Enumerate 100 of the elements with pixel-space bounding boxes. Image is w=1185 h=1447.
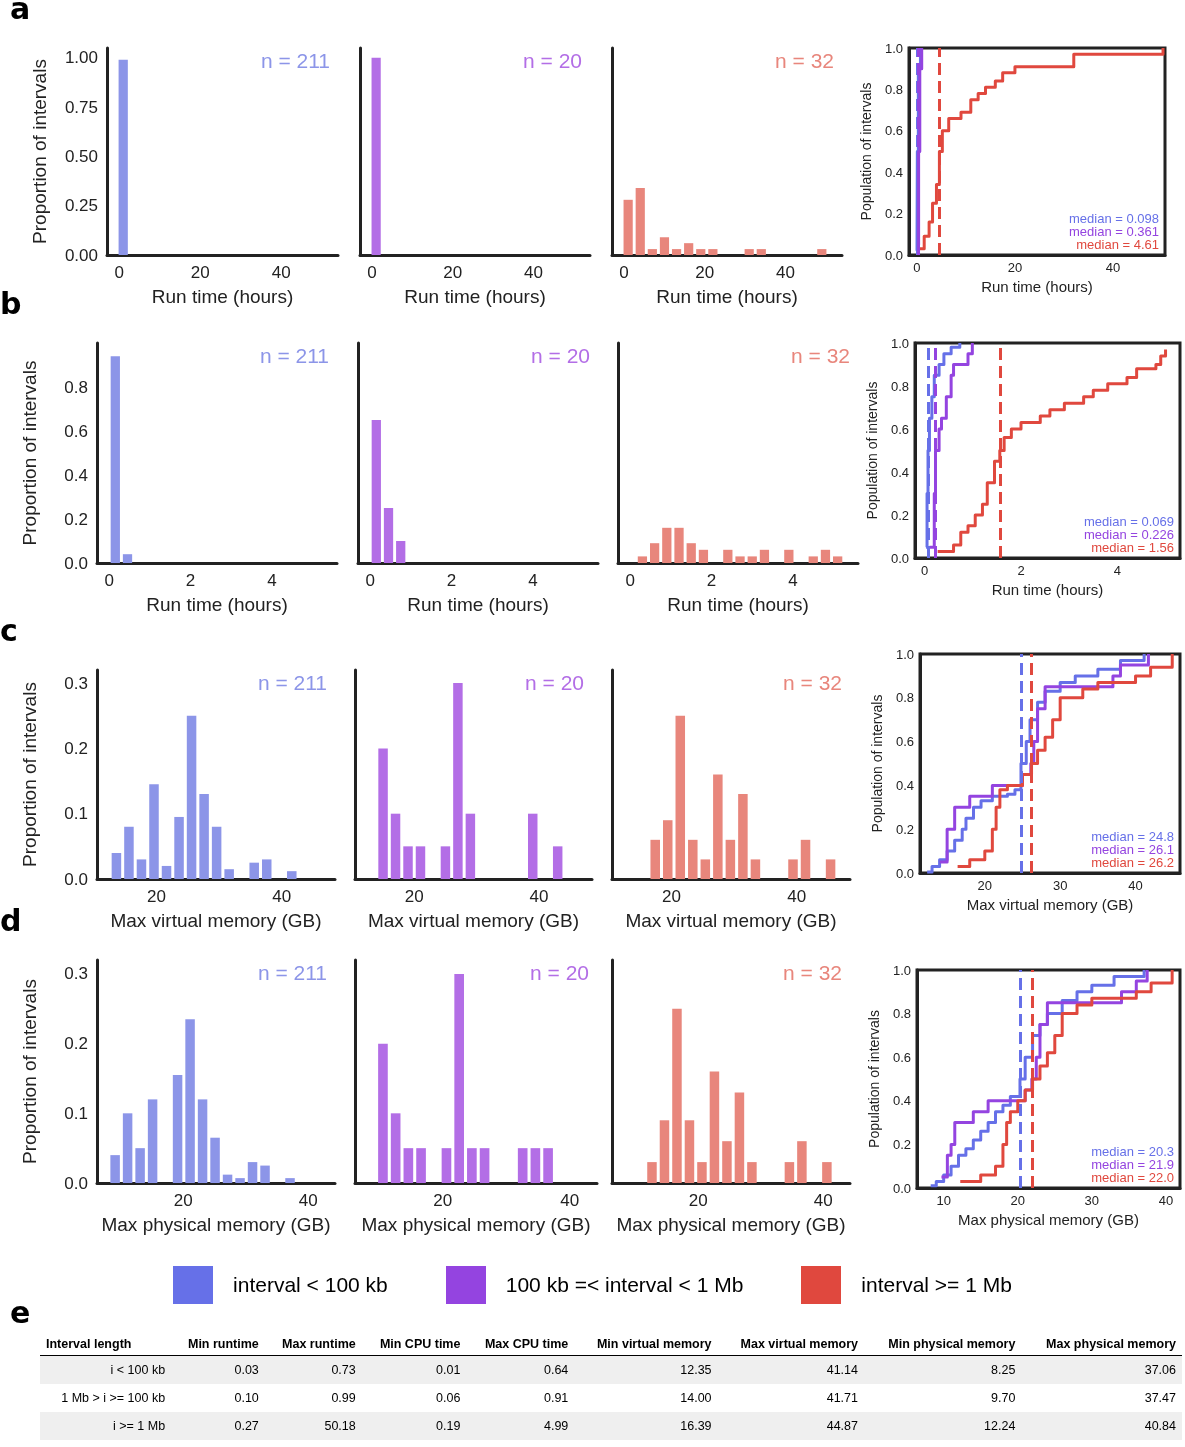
y-tick-label: 0.6 [890, 421, 909, 437]
x-tick-label: 20 [1010, 1193, 1025, 1208]
category-label: Min CPU time [361, 1333, 467, 1356]
x-tick-label: 20 [1007, 260, 1023, 275]
x-axis-title: Run time (hours) [146, 594, 288, 615]
x-tick-label: 40 [787, 887, 807, 906]
annotation: median = 26.1 [1091, 842, 1175, 857]
x-tick-label: 0 [625, 571, 635, 590]
category-label: i >= 1 Mb [112, 1419, 166, 1433]
x-tick-label: 2 [1017, 563, 1025, 578]
y-tick-label: 0.2 [884, 206, 903, 222]
x-tick-label: 0 [114, 263, 124, 282]
y-tick-label: 0.1 [64, 804, 88, 824]
x-tick-label: 20 [190, 263, 210, 282]
annotation: n = 211 [259, 344, 329, 367]
y-tick-label: 0.2 [64, 1034, 88, 1054]
text: 12.35 [680, 1363, 712, 1377]
x-tick-label: 0 [619, 263, 629, 282]
text: 0.64 [543, 1363, 569, 1377]
text: 0.91 [543, 1391, 569, 1405]
y-tick-label: 0.50 [64, 146, 98, 166]
annotation: median = 24.8 [1091, 829, 1175, 844]
y-tick-label: 0.0 [895, 865, 914, 881]
x-tick-label: 40 [298, 1191, 318, 1210]
y-tick-label: 0.6 [895, 734, 914, 750]
text: 16.39 [680, 1419, 712, 1433]
y-tick-label: 0.3 [64, 673, 88, 693]
x-axis-title: Max physical memory (GB) [101, 1214, 331, 1235]
y-tick-label: 0.6 [64, 421, 88, 441]
y-axis-title: Population of intervals [858, 82, 874, 221]
x-tick-label: 4 [788, 571, 798, 590]
x-tick-label: 40 [271, 263, 291, 282]
y-tick-label: 0.8 [892, 1006, 911, 1022]
y-axis-title: Population of intervals [866, 1010, 882, 1148]
chart-title: a [10, 0, 31, 26]
x-tick-label: 40 [560, 1191, 580, 1210]
y-tick-label: 0.8 [64, 377, 88, 397]
y-tick-label: 0.0 [890, 550, 909, 566]
text: 9.70 [991, 1391, 1016, 1405]
x-tick-label: 2 [446, 571, 457, 590]
legend-label: 100 kb =< interval < 1 Mb [505, 1273, 744, 1297]
x-tick-label: 2 [185, 571, 196, 590]
annotation: n = 32 [775, 49, 835, 72]
y-tick-label: 1.0 [890, 335, 909, 351]
x-tick-label: 40 [1105, 260, 1121, 275]
chart-title: c [0, 613, 18, 648]
y-tick-label: 0.4 [892, 1093, 911, 1109]
category-label: Max CPU time [466, 1333, 575, 1356]
text: 44.87 [826, 1419, 858, 1433]
text: 14.00 [680, 1391, 712, 1405]
text: 41.71 [826, 1391, 858, 1405]
text: 8.25 [991, 1363, 1016, 1377]
x-tick-label: 40 [524, 263, 543, 282]
y-axis-title: Proportion of intervals [19, 682, 40, 867]
chart-title: b [0, 286, 22, 321]
annotation: n = 32 [783, 671, 843, 694]
chart-title: d [0, 903, 22, 938]
y-axis-title: Population of intervals [869, 694, 885, 833]
y-tick-label: 1.0 [895, 646, 914, 662]
x-axis-title: Run time (hours) [991, 581, 1104, 598]
y-tick-label: 0.3 [64, 964, 88, 984]
category-label: Min physical memory [863, 1333, 1022, 1356]
x-tick-label: 20 [173, 1191, 193, 1210]
x-tick-label: 40 [529, 887, 549, 906]
y-tick-label: 0.4 [884, 164, 903, 180]
x-tick-label: 20 [433, 1191, 453, 1210]
annotation: median = 20.3 [1091, 1144, 1175, 1159]
x-tick-label: 2 [706, 571, 717, 590]
x-axis-title: Run time (hours) [981, 278, 1093, 295]
text: 37.47 [1144, 1391, 1176, 1405]
text: e [10, 1295, 31, 1330]
annotation: median = 0.226 [1084, 527, 1174, 542]
x-tick-label: 40 [776, 263, 795, 282]
category-label: Min runtime [171, 1333, 265, 1356]
y-tick-label: 0.0 [892, 1180, 911, 1196]
y-tick-label: 0.00 [64, 245, 98, 265]
x-axis-title: Run time (hours) [404, 286, 546, 307]
x-tick-label: 30 [1052, 878, 1068, 893]
text: Interval length [40, 1333, 172, 1356]
category-label: i < 100 kb [110, 1363, 166, 1377]
legend-label: interval >= 1 Mb [861, 1273, 1012, 1297]
x-axis-title: Run time (hours) [656, 286, 798, 307]
x-tick-label: 40 [272, 887, 292, 906]
y-tick-label: 0.6 [884, 123, 903, 139]
text: 0.27 [234, 1419, 259, 1433]
annotation: n = 211 [257, 671, 327, 694]
annotation: n = 20 [525, 671, 585, 694]
y-tick-label: 0.4 [895, 777, 914, 793]
x-tick-label: 4 [267, 571, 277, 590]
y-tick-label: 0.75 [64, 97, 98, 117]
x-axis-title: Max virtual memory (GB) [966, 896, 1134, 913]
text: 12.24 [984, 1419, 1016, 1433]
y-tick-label: 0.25 [64, 196, 98, 216]
x-tick-label: 20 [695, 263, 715, 282]
y-tick-label: 0.0 [64, 1173, 88, 1193]
y-axis-title: Proportion of intervals [29, 59, 50, 244]
annotation: n = 211 [260, 49, 330, 72]
annotation: median = 0.069 [1084, 514, 1174, 529]
text: 0.06 [436, 1391, 461, 1405]
annotation: median = 26.2 [1091, 855, 1175, 870]
